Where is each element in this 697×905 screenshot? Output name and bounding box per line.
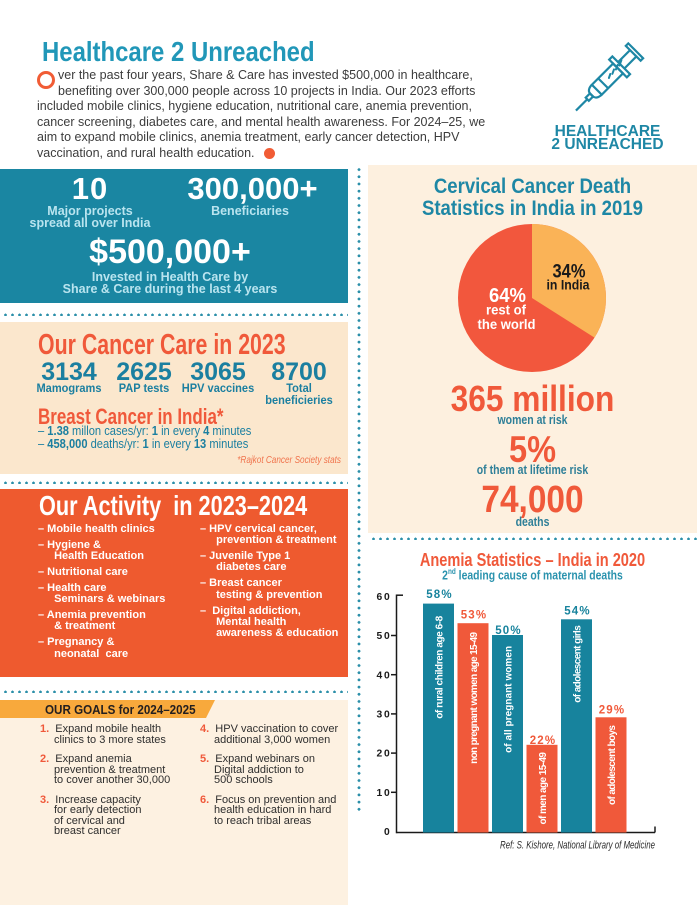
svg-text:22%: 22% — [530, 735, 557, 747]
svg-text:Ref: S. Kishore, National Libr: Ref: S. Kishore, National Library of Med… — [500, 840, 655, 852]
svg-text:58%: 58% — [426, 589, 453, 601]
svg-text:34%: 34% — [553, 262, 586, 283]
svg-text:of all pregnant women: of all pregnant women — [504, 646, 515, 753]
svg-text:50: 50 — [376, 631, 391, 642]
svg-text:of adolescent girls: of adolescent girls — [573, 625, 584, 703]
svg-text:rest of: rest of — [486, 303, 526, 318]
svg-text:non pregnant women age 15-49: non pregnant women age 15-49 — [469, 631, 480, 763]
svg-text:of men age 15-49: of men age 15-49 — [538, 752, 549, 825]
svg-text:29%: 29% — [599, 705, 626, 717]
svg-text:in India: in India — [547, 277, 590, 292]
svg-text:54%: 54% — [564, 606, 591, 618]
svg-text:30: 30 — [376, 710, 391, 721]
svg-text:of rural children age 6-8: of rural children age 6-8 — [435, 615, 446, 718]
svg-text:40: 40 — [376, 670, 391, 681]
svg-text:the world: the world — [478, 317, 536, 332]
svg-text:0: 0 — [384, 827, 392, 838]
svg-text:10: 10 — [376, 788, 391, 799]
svg-text:60: 60 — [376, 592, 391, 603]
svg-text:64%: 64% — [489, 285, 526, 307]
svg-text:53%: 53% — [461, 610, 488, 622]
svg-text:20: 20 — [376, 749, 391, 760]
svg-text:50%: 50% — [495, 625, 522, 637]
svg-text:of adolescent boys: of adolescent boys — [607, 725, 618, 805]
